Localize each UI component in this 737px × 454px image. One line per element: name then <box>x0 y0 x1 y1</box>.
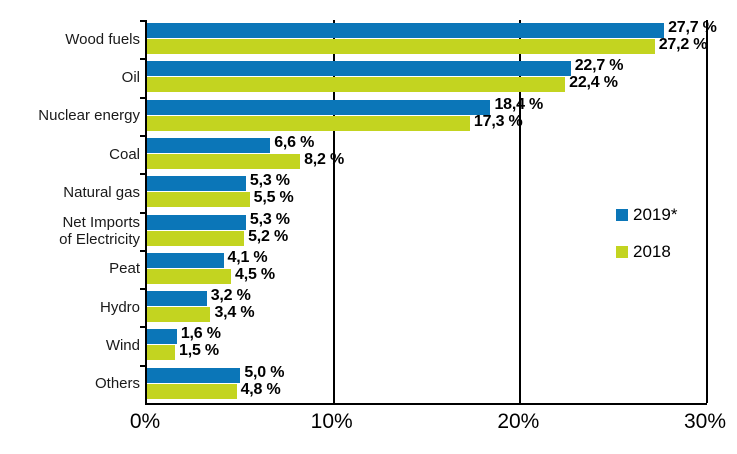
bar-value-label: 4,8 % <box>240 380 281 398</box>
bar-2019[interactable] <box>147 329 177 345</box>
category-label-wind: Wind <box>0 326 140 364</box>
bar-2018[interactable] <box>147 345 175 361</box>
category-tick <box>140 249 147 252</box>
bar-value-label: 4,5 % <box>235 265 275 283</box>
bar-group: 3,2 % 3,4 % <box>147 287 707 326</box>
category-label-nuclear-energy: Nuclear energy <box>0 97 140 135</box>
category-label-text: Wood fuels <box>65 30 140 48</box>
bar-value-label: 1,6 % <box>180 325 221 343</box>
bar-value-label: 22,7 % <box>574 57 624 75</box>
bar-value-label: 18,4 % <box>494 95 544 113</box>
bar-value-label: 4,1 % <box>227 248 268 266</box>
bar-group: 1,6 % 1,5 % <box>147 325 707 364</box>
bar-2019[interactable] <box>147 176 246 192</box>
bar-group: 6,6 % 8,2 % <box>147 133 707 173</box>
bar-value-label: 5,3 % <box>249 210 290 228</box>
category-tick <box>140 134 147 137</box>
category-tick <box>140 173 147 176</box>
bar-2019[interactable] <box>147 23 665 38</box>
bar-2019[interactable] <box>147 214 246 230</box>
bar-value-label: 1,5 % <box>179 342 219 360</box>
category-label-text: Hydro <box>99 298 140 316</box>
bar-2018[interactable] <box>147 115 470 131</box>
category-tick <box>140 58 147 61</box>
bar-value-label: 3,2 % <box>210 287 251 305</box>
gridline-20 <box>519 20 522 403</box>
bar-group: 5,3 % 5,5 % <box>147 172 707 211</box>
category-tick <box>140 211 147 214</box>
category-label-text: Nuclear energy <box>38 107 140 125</box>
bar-group: 27,7 % 27,2 % <box>147 19 717 58</box>
category-label-peat: Peat <box>0 250 140 288</box>
bar-value-label: 5,0 % <box>244 363 285 381</box>
bar-value-label: 17,3 % <box>473 112 523 130</box>
category-axis-labels: Wood fuels Oil Nuclear energy Coal Natural g… <box>0 20 140 403</box>
bar-value-label: 5,5 % <box>253 189 294 207</box>
category-label-natural-gas: Natural gas <box>0 173 140 211</box>
bar-value-label: 5,2 % <box>248 227 288 245</box>
bar-2018[interactable] <box>147 268 231 284</box>
category-label-hydro: Hydro <box>0 288 140 326</box>
bar-2019[interactable] <box>147 252 224 268</box>
category-label-wood-fuels: Wood fuels <box>0 20 140 58</box>
category-label-text: Wind <box>105 337 140 355</box>
bar-2019[interactable] <box>147 291 207 307</box>
bar-2018[interactable] <box>147 153 301 169</box>
legend-swatch-icon <box>616 209 628 221</box>
bar-value-label: 3,4 % <box>214 304 255 322</box>
category-label-oil: Oil <box>0 58 140 96</box>
category-label-text: Oil <box>121 68 140 86</box>
bar-2018[interactable] <box>147 192 250 208</box>
bar-value-label: 27,7 % <box>668 19 717 36</box>
category-label-others: Others <box>0 365 140 403</box>
category-tick <box>140 288 147 291</box>
bar-2018[interactable] <box>147 39 655 54</box>
category-label-text: Others <box>94 375 140 393</box>
bar-2018[interactable] <box>147 230 245 246</box>
chart-legend: 2019* 2018 <box>616 205 677 279</box>
bar-2018[interactable] <box>147 307 211 323</box>
category-tick <box>140 20 147 22</box>
category-label-text: Natural gas <box>63 183 140 201</box>
bar-2019[interactable] <box>147 137 271 153</box>
bar-group: 5,0 % 4,8 % <box>147 363 707 403</box>
x-tick-label: 10% <box>310 410 353 433</box>
gridline-30 <box>706 20 708 403</box>
bar-value-label: 8,2 % <box>304 150 344 168</box>
bar-value-label: 5,3 % <box>249 172 290 190</box>
bar-2018[interactable] <box>147 383 237 399</box>
bar-group: 18,4 % 17,3 % <box>147 95 707 135</box>
bar-group: 22,7 % 22,4 % <box>147 57 707 96</box>
category-tick <box>140 96 147 99</box>
bar-value-label: 22,4 % <box>569 74 618 92</box>
category-label-net-imports-of-electricity: Net Imports of Electricity <box>0 212 140 250</box>
category-label-text: Coal <box>109 145 140 163</box>
bar-2018[interactable] <box>147 77 566 93</box>
legend-swatch-icon <box>616 246 628 258</box>
legend-item[interactable]: 2019* <box>616 205 677 225</box>
category-label-text: Net Imports of Electricity <box>59 213 140 248</box>
category-label-coal: Coal <box>0 135 140 173</box>
bar-group: 5,3 % 5,2 % <box>147 210 707 250</box>
bar-value-label: 6,6 % <box>274 133 315 151</box>
bar-2019[interactable] <box>147 367 241 383</box>
x-tick-label: 30% <box>683 410 727 433</box>
x-tick-label: 0% <box>129 410 161 433</box>
bar-2019[interactable] <box>147 61 571 77</box>
value-axis-labels: 0% 10% 20% 30% <box>0 410 737 450</box>
bar-2019[interactable] <box>147 99 491 115</box>
category-label-text: Peat <box>109 260 140 278</box>
category-tick <box>140 326 147 329</box>
bar-group: 4,1 % 4,5 % <box>147 248 707 288</box>
gridline-10 <box>332 20 335 403</box>
legend-item[interactable]: 2018 <box>616 242 677 262</box>
legend-label: 2019* <box>633 205 678 224</box>
x-tick-label: 20% <box>497 410 540 433</box>
bar-value-label: 27,2 % <box>658 36 708 53</box>
category-tick <box>140 364 147 367</box>
legend-label: 2018 <box>633 242 671 261</box>
plot-area: 27,7 % 27,2 % 22,7 % 22,4 % 18,4 % 17,3 % 6,6 … <box>140 19 717 405</box>
